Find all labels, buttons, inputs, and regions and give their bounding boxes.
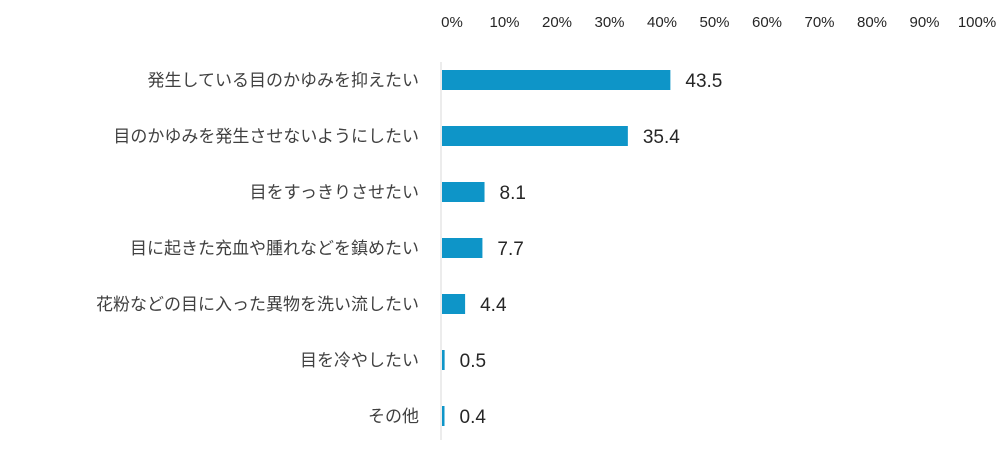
x-tick-label: 90% (909, 14, 939, 31)
x-tick-label: 50% (699, 14, 729, 31)
x-tick-label: 0% (441, 14, 463, 31)
category-label: 目に起きた充血や腫れなどを鎮めたい (130, 239, 419, 259)
x-tick-label: 80% (857, 14, 887, 31)
bar-value-label: 0.5 (460, 351, 486, 372)
bar (442, 406, 445, 426)
value-labels: 43.5 35.4 8.1 7.7 4.4 0.5 0.4 (460, 71, 723, 428)
x-tick-label: 60% (752, 14, 782, 31)
x-tick-label: 40% (647, 14, 677, 31)
category-label: 花粉などの目に入った異物を洗い流したい (96, 295, 419, 315)
bars (442, 70, 671, 426)
bar-value-label: 43.5 (685, 71, 722, 92)
bar (442, 294, 466, 314)
category-label: 目を冷やしたい (300, 351, 419, 371)
category-labels: 発生している目のかゆみを抑えたい目のかゆみを発生させないようにしたい目をすっきり… (96, 71, 419, 427)
x-tick-label: 70% (804, 14, 834, 31)
category-label: 目をすっきりさせたい (250, 183, 419, 203)
bar-value-label: 8.1 (500, 183, 526, 204)
bar-value-label: 4.4 (480, 295, 507, 316)
bar (442, 238, 483, 258)
x-tick-label: 20% (542, 14, 572, 31)
x-tick-label: 30% (594, 14, 624, 31)
bar (442, 126, 628, 146)
x-axis-ticks: 0% 10% 20% 30% 40% 50% 60% 70% 80% 90% 100% (441, 14, 996, 31)
bar-value-label: 0.4 (460, 407, 487, 428)
category-label: 目のかゆみを発生させないようにしたい (113, 127, 419, 147)
bar (442, 350, 445, 370)
bar (442, 70, 671, 90)
x-tick-label: 100% (958, 14, 996, 31)
x-tick-label: 10% (489, 14, 519, 31)
bar-value-label: 7.7 (497, 239, 523, 260)
category-label: その他 (368, 407, 419, 427)
bar (442, 182, 485, 202)
bar-value-label: 35.4 (643, 127, 680, 148)
category-label: 発生している目のかゆみを抑えたい (148, 71, 420, 91)
